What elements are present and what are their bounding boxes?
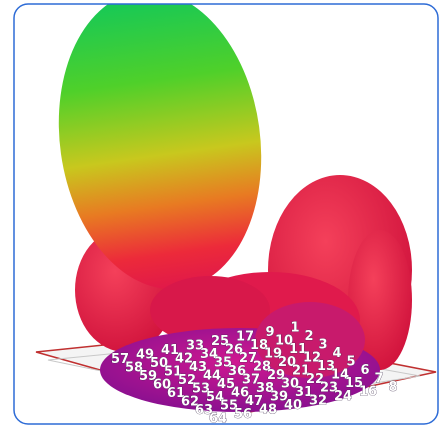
element-label: 13 xyxy=(317,359,335,374)
element-label: 29 xyxy=(267,368,285,383)
element-labels: 1234567891011121314151617181920212223242… xyxy=(111,320,398,425)
element-label: 49 xyxy=(136,348,154,363)
element-label: 7 xyxy=(374,372,383,387)
element-label: 59 xyxy=(139,369,157,384)
element-label: 44 xyxy=(203,369,221,384)
element-label: 41 xyxy=(161,343,179,358)
element-label: 26 xyxy=(225,343,243,358)
element-label: 2 xyxy=(304,329,313,344)
element-label: 51 xyxy=(164,365,182,380)
element-label: 19 xyxy=(264,347,282,362)
element-label: 22 xyxy=(306,372,324,387)
element-label: 6 xyxy=(360,363,369,378)
element-label: 48 xyxy=(259,403,277,418)
element-label: 35 xyxy=(214,356,232,371)
element-label: 62 xyxy=(181,395,199,410)
element-label: 37 xyxy=(242,373,260,388)
element-label: 58 xyxy=(125,361,143,376)
element-label: 54 xyxy=(206,390,224,405)
element-label: 10 xyxy=(275,334,293,349)
element-label: 43 xyxy=(189,360,207,375)
element-label: 18 xyxy=(250,338,268,353)
element-label: 53 xyxy=(192,382,210,397)
element-label: 42 xyxy=(175,352,193,367)
element-label: 11 xyxy=(289,342,307,357)
element-label: 60 xyxy=(153,378,171,393)
element-label: 50 xyxy=(150,356,168,371)
element-label: 15 xyxy=(345,376,363,391)
element-label: 39 xyxy=(270,390,288,405)
element-label: 12 xyxy=(303,351,321,366)
frame-border xyxy=(13,3,439,425)
element-label: 61 xyxy=(167,386,185,401)
element-label: 56 xyxy=(234,407,252,422)
element-label: 25 xyxy=(211,334,229,349)
element-label: 21 xyxy=(292,364,310,379)
element-label: 32 xyxy=(309,394,327,409)
element-label: 52 xyxy=(178,373,196,388)
element-label: 47 xyxy=(245,394,263,409)
element-label: 63 xyxy=(195,403,213,418)
element-label: 36 xyxy=(228,364,246,379)
element-label: 14 xyxy=(331,368,349,383)
element-label: 46 xyxy=(231,386,249,401)
element-label: 23 xyxy=(320,381,338,396)
element-label: 31 xyxy=(295,385,313,400)
element-label: 8 xyxy=(388,380,397,395)
element-label: 55 xyxy=(220,399,238,414)
element-label: 9 xyxy=(265,325,274,340)
element-label: 17 xyxy=(236,330,254,345)
element-label: 3 xyxy=(318,338,327,353)
element-label: 33 xyxy=(186,339,204,354)
element-label: 45 xyxy=(217,377,235,392)
element-label: 64 xyxy=(209,412,227,425)
element-label: 20 xyxy=(278,355,296,370)
element-label: 57 xyxy=(111,352,129,367)
element-label: 5 xyxy=(346,355,355,370)
element-label: 38 xyxy=(256,381,274,396)
element-label: 28 xyxy=(253,360,271,375)
element-label: 1 xyxy=(290,321,299,336)
element-label: 40 xyxy=(284,398,302,413)
element-label: 16 xyxy=(359,385,377,400)
element-label: 34 xyxy=(200,347,218,362)
element-label: 27 xyxy=(239,351,257,366)
element-label: 4 xyxy=(332,346,341,361)
element-label: 30 xyxy=(281,377,299,392)
element-label: 24 xyxy=(334,389,352,404)
